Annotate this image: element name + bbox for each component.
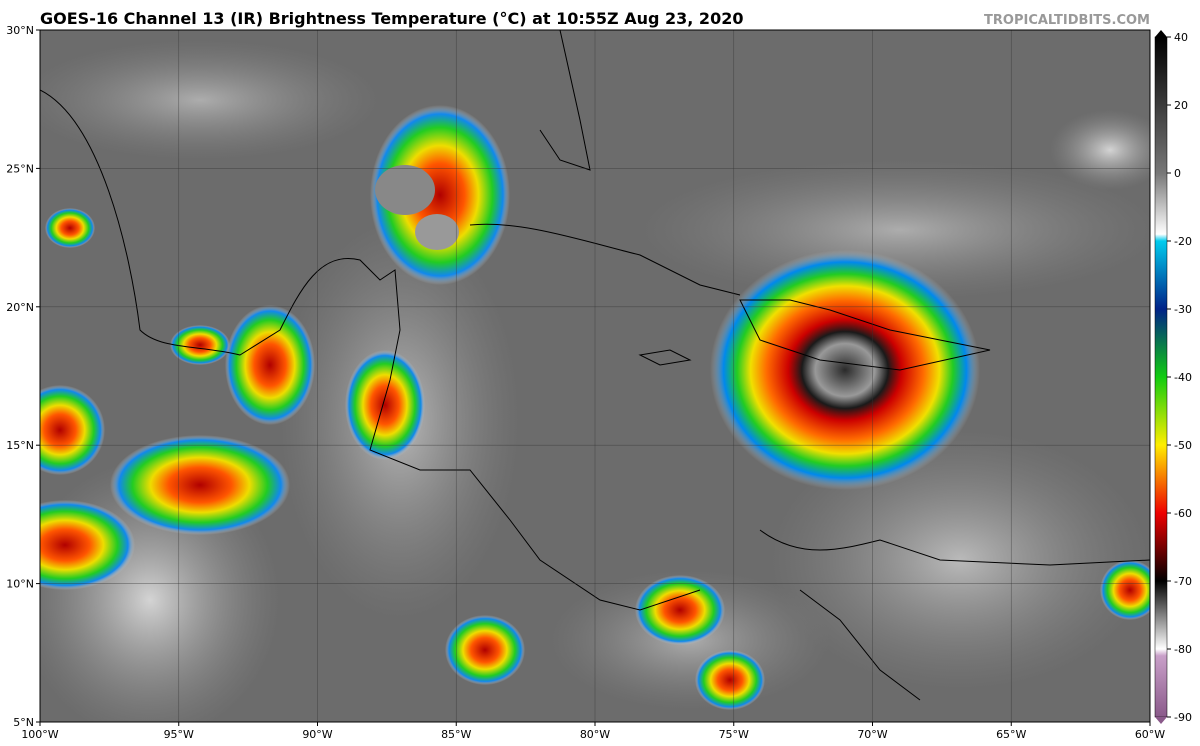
lon-label: 70°W <box>857 728 887 741</box>
colorbar-label: -90 <box>1174 711 1192 724</box>
lon-label: 75°W <box>719 728 749 741</box>
colorbar-arrow <box>1155 717 1167 724</box>
colorbar-label: -20 <box>1174 235 1192 248</box>
watermark: TROPICALTIDBITS.COM <box>984 13 1150 28</box>
lat-label: 10°N <box>6 578 34 591</box>
colorbar-label: 20 <box>1174 99 1188 112</box>
colorbar-label: 40 <box>1174 31 1188 44</box>
lon-label: 60°W <box>1135 728 1165 741</box>
lon-label: 90°W <box>302 728 332 741</box>
title: GOES-16 Channel 13 (IR) Brightness Tempe… <box>40 9 743 28</box>
colorbar-label: -70 <box>1174 575 1192 588</box>
lat-label: 15°N <box>6 439 34 452</box>
lat-label: 30°N <box>6 24 34 37</box>
graticule <box>40 30 1150 722</box>
colorbar-label: -30 <box>1174 303 1192 316</box>
lon-label: 100°W <box>21 728 58 741</box>
colorbar-label: -80 <box>1174 643 1192 656</box>
lat-label: 20°N <box>6 301 34 314</box>
colorbar-arrow <box>1155 30 1167 37</box>
colorbar <box>1154 36 1168 718</box>
imagery <box>40 30 1150 722</box>
colorbar-label: -60 <box>1174 507 1192 520</box>
lat-label: 5°N <box>13 716 34 729</box>
lon-label: 85°W <box>441 728 471 741</box>
colorbar-label: -40 <box>1174 371 1192 384</box>
lon-label: 65°W <box>996 728 1026 741</box>
colorbar-label: -50 <box>1174 439 1192 452</box>
colorbar-label: 0 <box>1174 167 1181 180</box>
lon-label: 80°W <box>580 728 610 741</box>
lon-label: 95°W <box>164 728 194 741</box>
lat-label: 25°N <box>6 162 34 175</box>
